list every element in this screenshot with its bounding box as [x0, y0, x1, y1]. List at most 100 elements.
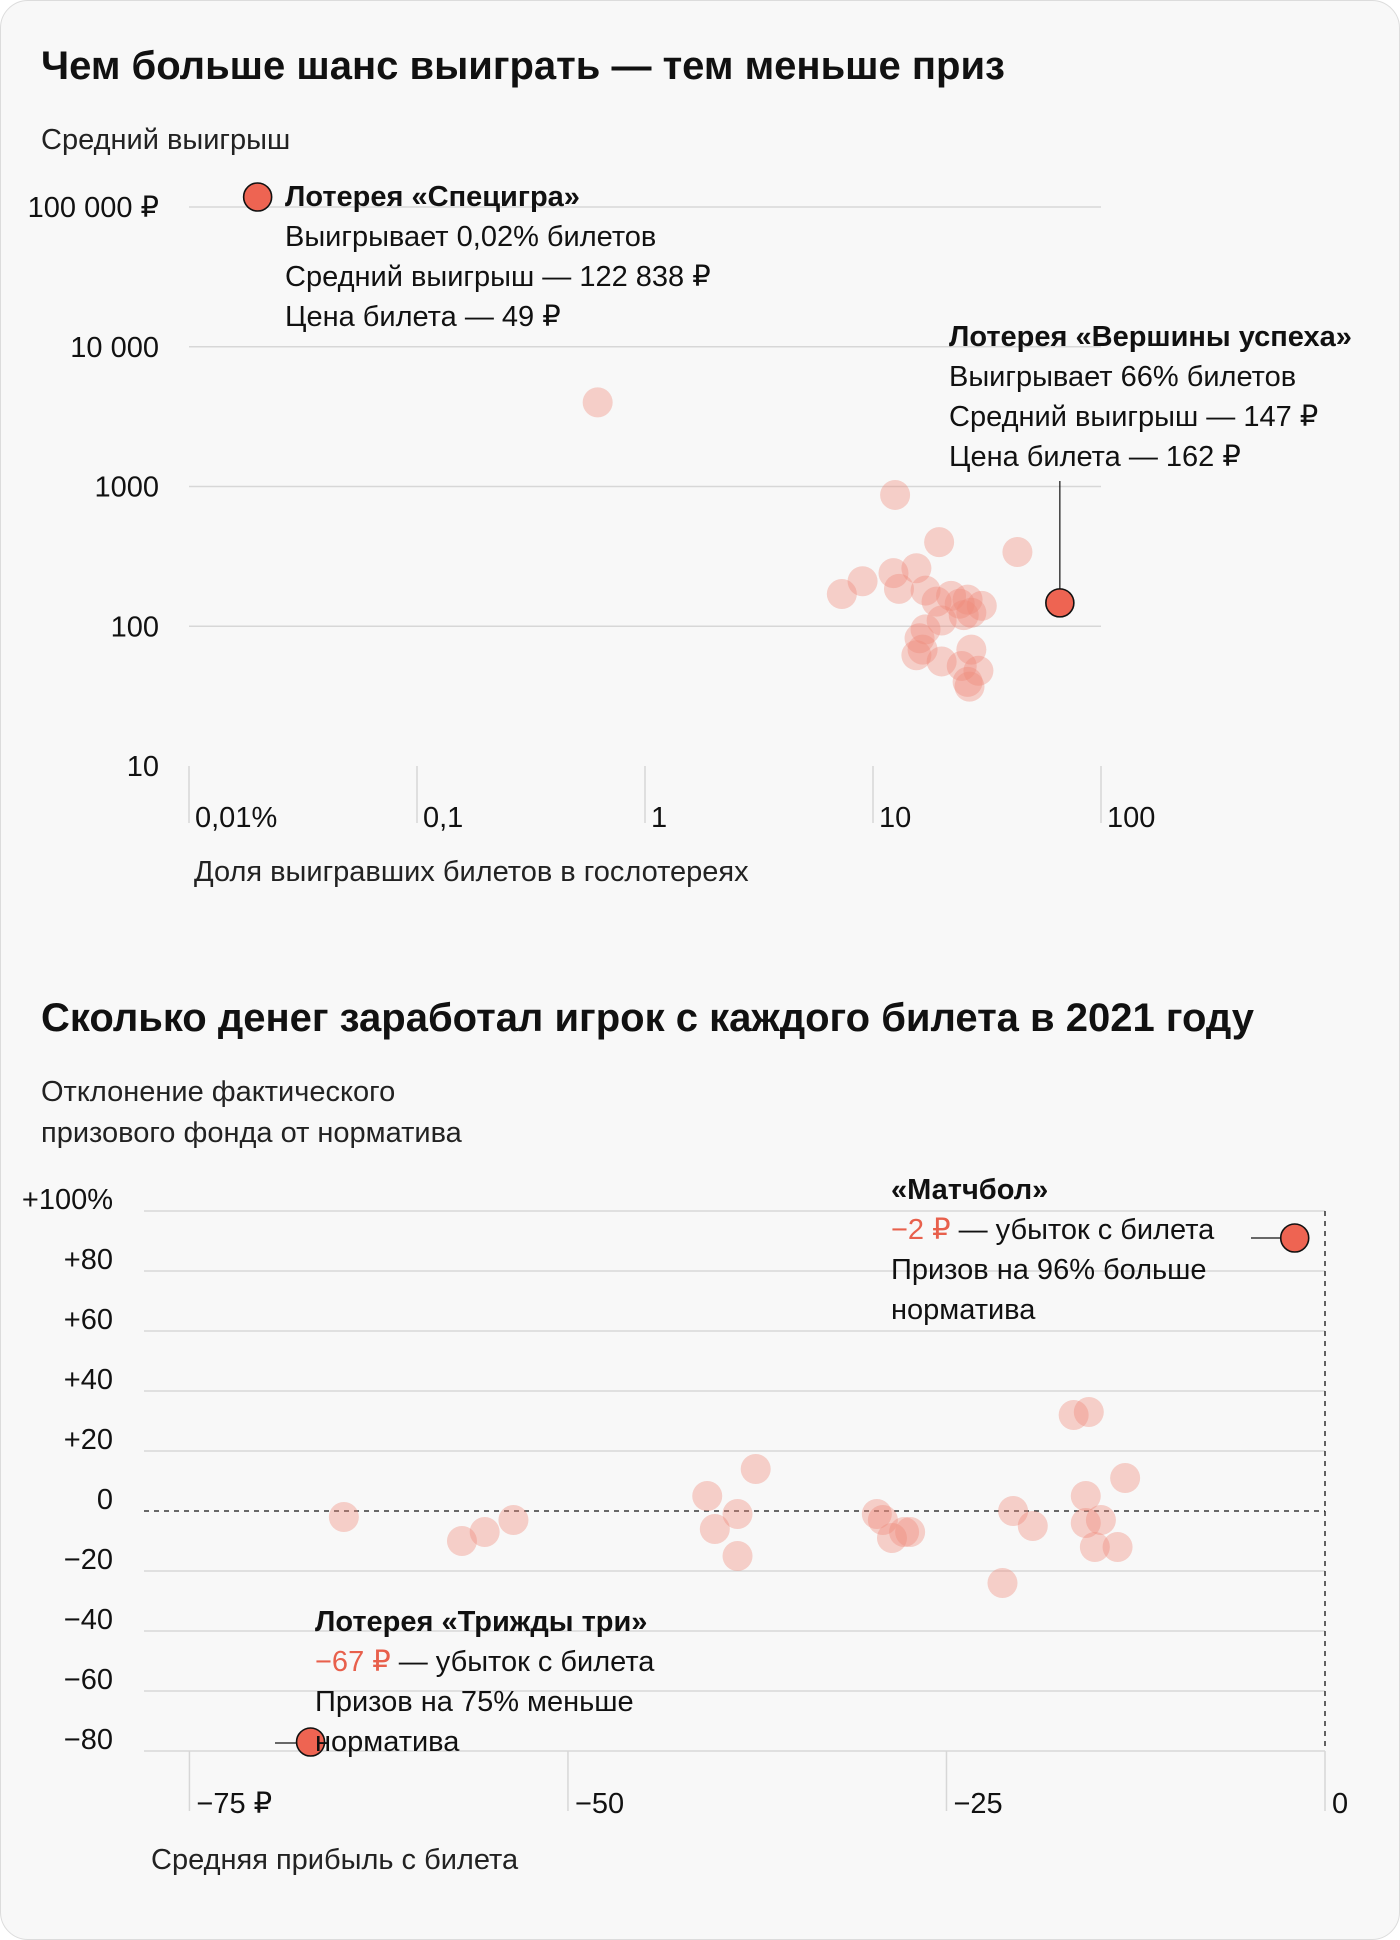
chart2-y-tick-label: +40	[64, 1364, 113, 1396]
chart1-point	[966, 590, 997, 621]
chart2-point	[328, 1502, 359, 1532]
chart2-x-tick-label: −25	[953, 1788, 1002, 1820]
trizhdy-line-2: Призов на 75% меньше	[315, 1686, 634, 1718]
chart1-point	[904, 623, 935, 654]
specigra-line-3: Цена билета — 49 ₽	[285, 301, 561, 333]
chart1-point	[956, 597, 987, 628]
chart1-tick-labels: 100 000 ₽ 10 000 1000 100 10 0,01% 0,1 1 10 100	[28, 192, 1156, 834]
chart1-point	[826, 579, 857, 610]
chart2-point	[699, 1514, 730, 1544]
chart2-point	[722, 1499, 753, 1529]
trizhdy-line-3: норматива	[315, 1726, 460, 1758]
chart2-y-tick-label: +20	[64, 1424, 113, 1456]
chart2-y-tick-label: −20	[64, 1544, 113, 1576]
chart2-point	[1073, 1397, 1104, 1427]
chart2-point	[876, 1523, 907, 1553]
chart1-point	[883, 573, 914, 604]
chart2-y-tick-label: +100%	[22, 1184, 113, 1216]
chart2-y-tick-label: −40	[64, 1604, 113, 1636]
specigra-name: Лотерея «Специгра»	[285, 181, 580, 213]
chart2-x-tick-label: 0	[1332, 1788, 1348, 1820]
chart2-point	[861, 1499, 892, 1529]
trizhdy-loss: −67 ₽	[315, 1646, 391, 1678]
chart2-point	[1070, 1508, 1101, 1538]
chart1-xlabel: Доля выигравших билетов в гослотереях	[194, 856, 749, 888]
chart2-point	[1058, 1400, 1089, 1430]
chart2-y-tick-label: +60	[64, 1304, 113, 1336]
chart1-gridlines	[188, 206, 1102, 823]
chart1-point	[921, 586, 952, 617]
chart2-tick-labels: +100% +80 +60 +40 +20 0 −20 −40 −60 −80 −75 ₽ −50 −2…	[22, 1184, 1348, 1820]
chart2-y-tick-label: −80	[64, 1724, 113, 1756]
vershiny-line-1: Выигрывает 66% билетов	[949, 361, 1296, 393]
chart2-point	[692, 1481, 723, 1511]
chart1-y-tick-label: 10	[127, 751, 159, 783]
vershiny-line-2: Средний выигрыш — 147 ₽	[949, 401, 1318, 433]
highlight-point-vershiny	[1045, 588, 1075, 618]
chart1-y-tick-label: 10 000	[70, 332, 159, 364]
chart2-point	[889, 1517, 920, 1547]
chart2-point	[722, 1541, 753, 1571]
chart2-point	[867, 1505, 898, 1535]
chart1-point	[924, 527, 955, 558]
chart2-title: Сколько денег заработал игрок с каждого …	[41, 996, 1255, 1040]
chart2-point	[1079, 1532, 1110, 1562]
chart2-point	[895, 1517, 926, 1547]
specigra-line-2: Средний выигрыш — 122 838 ₽	[285, 261, 711, 293]
chart1-point	[956, 634, 987, 665]
chart1-point	[582, 387, 613, 418]
vershiny-line-3: Цена билета — 162 ₽	[949, 441, 1241, 473]
chart1-point	[936, 580, 967, 611]
chart2-ylabel-line-2: призового фонда от норматива	[41, 1117, 463, 1149]
trizhdy-loss-row: −67 ₽ — убыток с билета	[315, 1646, 655, 1678]
chart1-ylabel: Средний выигрыш	[41, 124, 290, 156]
chart1-point	[901, 640, 932, 671]
chart2-point	[469, 1517, 500, 1547]
chart2-ylabel-line-1: Отклонение фактического	[41, 1076, 395, 1108]
matchbol-loss-row: −2 ₽ — убыток с билета	[891, 1214, 1215, 1246]
highlight-point-trizhdy	[295, 1727, 326, 1757]
chart1-point	[944, 588, 975, 619]
chart1-x-tick-label: 0,1	[423, 802, 463, 834]
chart2-point	[998, 1496, 1029, 1526]
chart1-point	[880, 479, 911, 510]
chart1-title: Чем больше шанс выиграть — тем меньше пр…	[41, 44, 1005, 88]
chart1-x-tick-label: 1	[651, 802, 667, 834]
chart2-point	[1070, 1481, 1101, 1511]
chart1-y-tick-label: 100	[111, 611, 159, 643]
chart2-point	[1017, 1511, 1048, 1541]
matchbol-loss: −2 ₽	[891, 1214, 951, 1246]
chart2-xlabel: Средняя прибыль с билета	[151, 1844, 519, 1876]
chart1-x-tick-label: 0,01%	[195, 802, 277, 834]
chart1-points	[582, 387, 1033, 702]
chart1-point	[948, 600, 979, 631]
chart2-point	[740, 1454, 771, 1484]
chart2-points	[328, 1397, 1141, 1598]
highlight-point-matchbol	[1279, 1223, 1310, 1253]
vershiny-name: Лотерея «Вершины успеха»	[949, 321, 1352, 353]
chart1-point	[952, 666, 983, 697]
chart2-y-tick-label: +80	[64, 1244, 113, 1276]
matchbol-line-3: норматива	[891, 1294, 1036, 1326]
chart2-point	[987, 1568, 1018, 1598]
chart1-point	[910, 614, 941, 645]
chart2-y-tick-label: 0	[97, 1484, 113, 1516]
chart2-y-tick-label: −60	[64, 1664, 113, 1696]
chart1-point	[907, 634, 938, 665]
chart1-x-tick-label: 100	[1107, 802, 1155, 834]
chart2-x-tick-label: −50	[575, 1788, 624, 1820]
chart2-point	[1102, 1532, 1133, 1562]
chart1-point	[954, 671, 985, 702]
chart2-point	[1085, 1505, 1116, 1535]
chart1-point	[926, 605, 957, 636]
trizhdy-line-1: — убыток с билета	[399, 1646, 656, 1678]
chart1-y-tick-label: 1000	[94, 472, 159, 504]
matchbol-name: «Матчбол»	[891, 1174, 1048, 1206]
chart1-point	[878, 558, 909, 589]
chart1-point	[963, 655, 994, 686]
chart1-point	[901, 553, 932, 584]
chart2-point	[446, 1526, 477, 1556]
chart2-point	[498, 1505, 529, 1535]
matchbol-line-1: — убыток с билета	[959, 1214, 1216, 1246]
